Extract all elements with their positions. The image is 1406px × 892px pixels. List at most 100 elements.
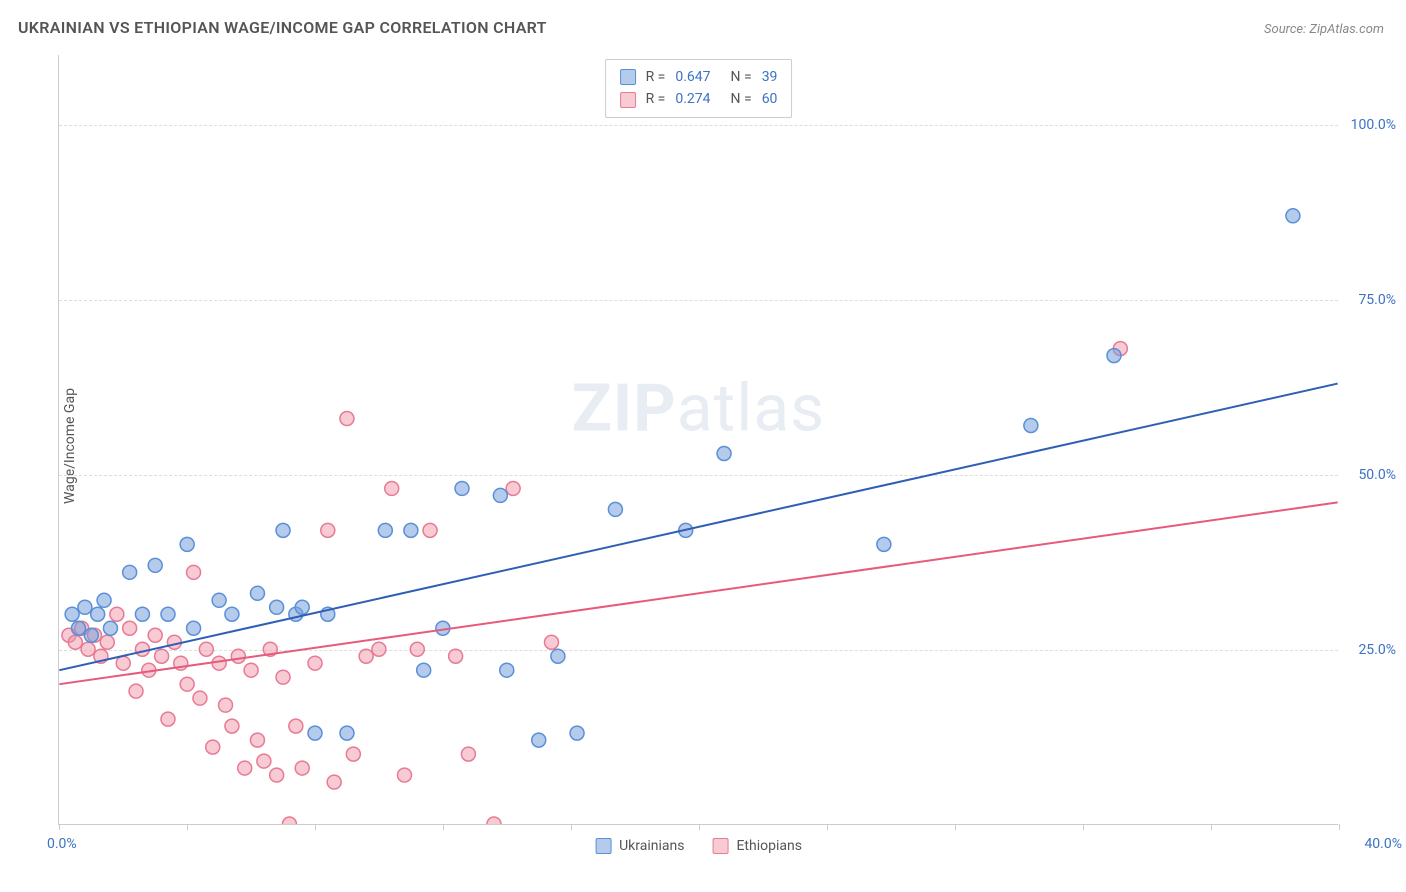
scatter-point	[308, 726, 322, 740]
y-tick-label: 75.0%	[1346, 292, 1396, 308]
scatter-point	[84, 628, 98, 642]
scatter-point	[385, 481, 399, 495]
scatter-point	[212, 593, 226, 607]
scatter-point	[327, 775, 341, 789]
scatter-point	[129, 684, 143, 698]
x-tick	[59, 824, 60, 830]
scatter-point	[238, 761, 252, 775]
scatter-point	[231, 649, 245, 663]
scatter-point	[417, 663, 431, 677]
scatter-point	[212, 656, 226, 670]
scatter-point	[551, 649, 565, 663]
scatter-point	[423, 523, 437, 537]
scatter-point	[187, 565, 201, 579]
scatter-point	[78, 600, 92, 614]
legend-label-ukrainians: Ukrainians	[619, 838, 684, 854]
scatter-point	[321, 523, 335, 537]
scatter-point	[455, 481, 469, 495]
scatter-point	[295, 761, 309, 775]
scatter-point	[225, 607, 239, 621]
scatter-point	[506, 481, 520, 495]
scatter-point	[410, 642, 424, 656]
swatch-ethiopians	[620, 92, 636, 108]
scatter-point	[100, 635, 114, 649]
scatter-point	[161, 607, 175, 621]
scatter-point	[110, 607, 124, 621]
x-tick	[1211, 824, 1212, 830]
scatter-point	[91, 607, 105, 621]
scatter-point	[148, 558, 162, 572]
scatter-point	[68, 635, 82, 649]
scatter-point	[276, 670, 290, 684]
scatter-point	[276, 523, 290, 537]
scatter-point	[570, 726, 584, 740]
legend-item-ethiopians: Ethiopians	[712, 838, 801, 854]
x-tick	[955, 824, 956, 830]
x-tick	[1083, 824, 1084, 830]
scatter-point	[877, 537, 891, 551]
scatter-point	[500, 663, 514, 677]
scatter-point	[199, 642, 213, 656]
x-axis-origin-label: 0.0%	[47, 836, 77, 852]
scatter-point	[180, 537, 194, 551]
scatter-point	[65, 607, 79, 621]
scatter-point	[397, 768, 411, 782]
scatter-point	[155, 649, 169, 663]
y-tick-label: 100.0%	[1346, 117, 1396, 133]
y-tick-label: 50.0%	[1346, 467, 1396, 483]
scatter-point	[270, 600, 284, 614]
source-attribution: Source: ZipAtlas.com	[1264, 22, 1384, 37]
scatter-point	[340, 726, 354, 740]
scatter-point	[97, 593, 111, 607]
scatter-point	[461, 747, 475, 761]
scatter-point	[250, 586, 264, 600]
trend-line	[59, 384, 1337, 671]
scatter-point	[257, 754, 271, 768]
scatter-point	[359, 649, 373, 663]
scatter-point	[116, 656, 130, 670]
scatter-point	[1024, 419, 1038, 433]
scatter-point	[532, 733, 546, 747]
scatter-point	[308, 656, 322, 670]
scatter-point	[1107, 349, 1121, 363]
scatter-point	[270, 768, 284, 782]
legend-row-ukrainians: R = 0.647 N = 39	[620, 66, 778, 88]
scatter-point	[219, 698, 233, 712]
scatter-point	[244, 663, 258, 677]
scatter-point	[72, 621, 86, 635]
scatter-point	[103, 621, 117, 635]
scatter-point	[1286, 209, 1300, 223]
scatter-point	[295, 600, 309, 614]
scatter-point	[340, 412, 354, 426]
scatter-point	[487, 817, 501, 824]
scatter-point	[493, 488, 507, 502]
scatter-point	[123, 621, 137, 635]
scatter-point	[289, 719, 303, 733]
scatter-point	[346, 747, 360, 761]
plot-area: ZIPatlas R = 0.647 N = 39 R = 0.274 N = …	[58, 55, 1338, 825]
x-tick	[187, 824, 188, 830]
scatter-point	[135, 642, 149, 656]
x-tick	[315, 824, 316, 830]
scatter-point	[193, 691, 207, 705]
x-tick	[571, 824, 572, 830]
x-tick	[699, 824, 700, 830]
correlation-legend: R = 0.647 N = 39 R = 0.274 N = 60	[605, 59, 793, 118]
scatter-point	[167, 635, 181, 649]
plot-svg	[59, 55, 1338, 824]
x-axis-max-label: 40.0%	[1364, 836, 1402, 852]
legend-row-ethiopians: R = 0.274 N = 60	[620, 88, 778, 110]
scatter-point	[404, 523, 418, 537]
y-tick-label: 25.0%	[1346, 642, 1396, 658]
scatter-point	[135, 607, 149, 621]
scatter-point	[180, 677, 194, 691]
x-tick	[1339, 824, 1340, 830]
x-tick	[827, 824, 828, 830]
scatter-point	[545, 635, 559, 649]
chart-title: UKRAINIAN VS ETHIOPIAN WAGE/INCOME GAP C…	[18, 18, 547, 37]
scatter-point	[161, 712, 175, 726]
legend-item-ukrainians: Ukrainians	[595, 838, 684, 854]
scatter-point	[250, 733, 264, 747]
x-tick	[443, 824, 444, 830]
scatter-point	[717, 446, 731, 460]
